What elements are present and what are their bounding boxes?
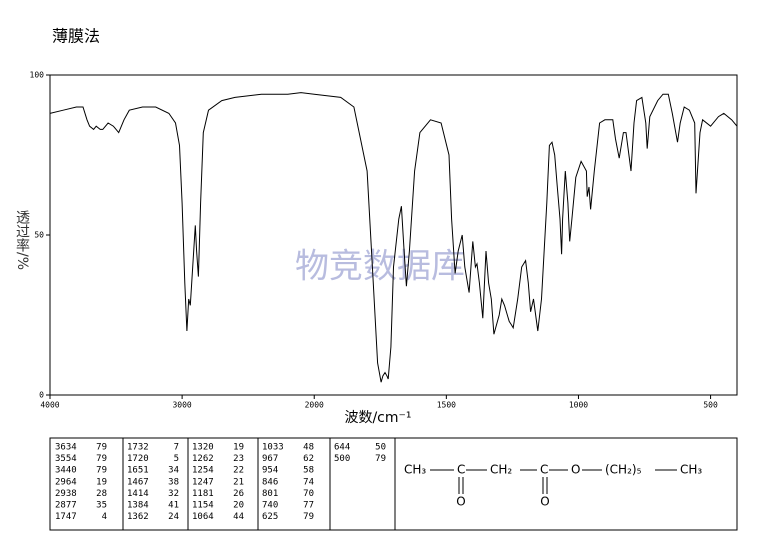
watermark: 物竞数据库 <box>295 247 465 287</box>
peak-wavenumber: 3634 <box>55 443 77 453</box>
x-tick-label: 4000 <box>40 401 59 410</box>
peak-wavenumber: 1747 <box>55 512 77 522</box>
x-tick-label: 500 <box>703 401 718 410</box>
peak-wavenumber: 1384 <box>127 501 149 511</box>
peak-transmittance: 4 <box>102 512 107 522</box>
peak-wavenumber: 2964 <box>55 477 77 487</box>
peak-wavenumber: 3554 <box>55 454 77 464</box>
peak-wavenumber: 2877 <box>55 501 77 511</box>
x-tick-label: 1000 <box>569 401 588 410</box>
peak-wavenumber: 1720 <box>127 454 149 464</box>
peak-transmittance: 20 <box>233 501 244 511</box>
peak-transmittance: 19 <box>233 443 244 453</box>
peak-transmittance: 38 <box>168 477 179 487</box>
peak-transmittance: 26 <box>233 489 244 499</box>
peak-transmittance: 35 <box>96 501 107 511</box>
peak-wavenumber: 3440 <box>55 466 77 476</box>
peak-wavenumber: 846 <box>262 477 278 487</box>
table-frame <box>49 437 738 531</box>
carbonyl-oxygen: O <box>540 495 549 509</box>
peak-wavenumber: 801 <box>262 489 278 499</box>
peak-transmittance: 44 <box>233 512 244 522</box>
peak-wavenumber: 1467 <box>127 477 149 487</box>
structure-group: CH₂ <box>490 463 512 477</box>
peak-wavenumber: 500 <box>334 454 350 464</box>
peak-wavenumber: 967 <box>262 454 278 464</box>
peak-transmittance: 70 <box>303 489 314 499</box>
peak-wavenumber: 644 <box>334 443 350 453</box>
peak-wavenumber: 1154 <box>192 501 214 511</box>
peak-transmittance: 5 <box>174 454 179 464</box>
peak-wavenumber: 625 <box>262 512 278 522</box>
chart-title: 薄膜法 <box>52 27 100 46</box>
peak-transmittance: 74 <box>303 477 314 487</box>
peak-transmittance: 7 <box>174 443 179 453</box>
spectrum-line <box>49 92 738 383</box>
peak-wavenumber: 1651 <box>127 466 149 476</box>
x-tick-label: 1500 <box>437 401 456 410</box>
y-axis-label: 透过率/% <box>14 210 30 270</box>
peak-wavenumber: 1033 <box>262 443 284 453</box>
peak-wavenumber: 1064 <box>192 512 214 522</box>
peak-transmittance: 48 <box>303 443 314 453</box>
peak-wavenumber: 2938 <box>55 489 77 499</box>
peak-wavenumber: 1414 <box>127 489 149 499</box>
peak-wavenumber: 1247 <box>192 477 214 487</box>
y-tick-label: 50 <box>34 231 44 240</box>
peak-wavenumber: 1181 <box>192 489 214 499</box>
peak-transmittance: 23 <box>233 454 244 464</box>
structure-group: C <box>540 463 548 477</box>
structure-group: CH₃ <box>404 463 426 477</box>
peak-transmittance: 79 <box>96 466 107 476</box>
peak-wavenumber: 1262 <box>192 454 214 464</box>
peak-wavenumber: 954 <box>262 466 278 476</box>
peak-transmittance: 79 <box>96 454 107 464</box>
peak-transmittance: 62 <box>303 454 314 464</box>
peak-transmittance: 79 <box>375 454 386 464</box>
structure-group: O <box>571 463 580 477</box>
peak-transmittance: 50 <box>375 443 386 453</box>
peak-transmittance: 58 <box>303 466 314 476</box>
peak-wavenumber: 740 <box>262 501 278 511</box>
x-axis-label: 波数/cm⁻¹ <box>344 410 411 426</box>
peak-transmittance: 21 <box>233 477 244 487</box>
peak-transmittance: 79 <box>303 512 314 522</box>
peak-transmittance: 79 <box>96 443 107 453</box>
peak-transmittance: 19 <box>96 477 107 487</box>
peak-transmittance: 22 <box>233 466 244 476</box>
y-tick-label: 0 <box>39 391 44 400</box>
x-tick-label: 2000 <box>305 401 324 410</box>
structure-group: C <box>457 463 465 477</box>
peak-transmittance: 32 <box>168 489 179 499</box>
structure-group: (CH₂)₅ <box>605 463 642 477</box>
peak-transmittance: 24 <box>168 512 179 522</box>
peak-wavenumber: 1362 <box>127 512 149 522</box>
peak-transmittance: 41 <box>168 501 179 511</box>
peak-transmittance: 34 <box>168 466 179 476</box>
peak-transmittance: 77 <box>303 501 314 511</box>
peak-wavenumber: 1732 <box>127 443 149 453</box>
peak-wavenumber: 1320 <box>192 443 214 453</box>
peak-transmittance: 28 <box>96 489 107 499</box>
carbonyl-oxygen: O <box>456 495 465 509</box>
x-tick-label: 3000 <box>172 401 191 410</box>
structure-group: CH₃ <box>680 463 702 477</box>
peak-wavenumber: 1254 <box>192 466 214 476</box>
y-tick-label: 100 <box>30 71 45 80</box>
